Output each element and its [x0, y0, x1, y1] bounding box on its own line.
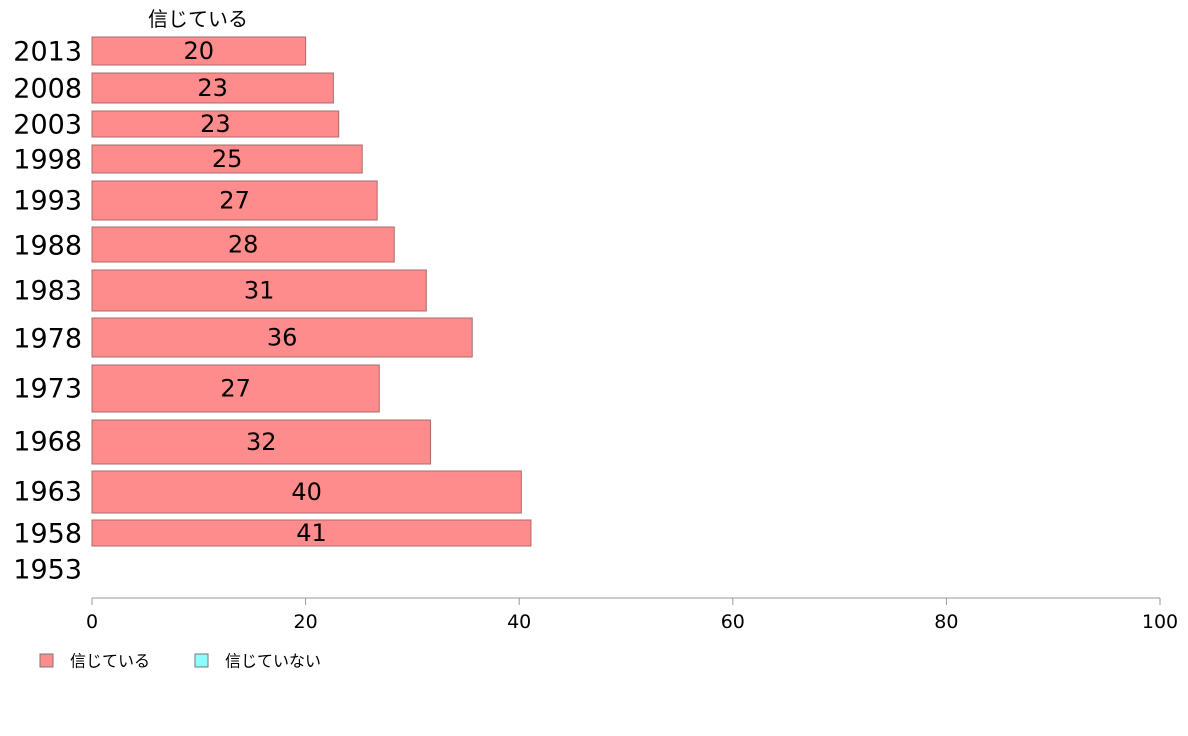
year-label: 1973	[13, 374, 82, 405]
legend-label: 信じている	[70, 652, 150, 671]
bar-value-label: 41	[296, 519, 327, 547]
year-label: 1963	[13, 477, 82, 508]
bar-value-label: 23	[200, 110, 231, 138]
year-label: 2008	[13, 74, 82, 105]
x-tick-label: 0	[86, 611, 98, 633]
x-axis: 0 20 40 60 80 100	[86, 597, 1178, 633]
bar	[91, 317, 473, 358]
bars-group: 20 23 23 25 27 28 31 36 27 32 40 41	[91, 36, 532, 547]
bar	[91, 519, 532, 547]
legend-label: 信じていない	[225, 652, 321, 671]
bar-value-label: 23	[197, 74, 228, 102]
bar	[91, 110, 340, 138]
bar-value-label: 31	[244, 277, 275, 305]
year-label: 1953	[13, 555, 82, 586]
bar	[91, 72, 334, 104]
bar-value-label: 40	[291, 478, 322, 506]
bar	[91, 269, 427, 312]
year-label: 1983	[13, 276, 82, 307]
legend-swatch	[194, 653, 209, 668]
bar-value-label: 32	[246, 428, 277, 456]
bar	[91, 144, 363, 174]
legend-swatch	[39, 653, 54, 668]
year-label: 1993	[13, 186, 82, 217]
x-tick-label: 20	[294, 611, 318, 633]
bar-value-label: 36	[267, 324, 298, 352]
bar	[91, 419, 432, 465]
bar	[91, 36, 307, 66]
year-label: 2013	[13, 37, 82, 68]
year-label: 1968	[13, 427, 82, 458]
legend: 信じている 信じていない	[39, 652, 321, 671]
year-label: 1988	[13, 231, 82, 262]
series-title: 信じている	[148, 7, 248, 31]
x-tick-label: 60	[721, 611, 745, 633]
year-label: 1998	[13, 145, 82, 176]
x-tick-label: 80	[934, 611, 958, 633]
bar	[91, 364, 380, 413]
year-label: 1958	[13, 519, 82, 550]
year-label: 2003	[13, 110, 82, 141]
year-label: 1978	[13, 324, 82, 355]
x-tick-label: 100	[1142, 611, 1178, 633]
bar-value-label: 27	[219, 187, 250, 215]
bar	[91, 470, 522, 514]
bar-value-label: 25	[212, 145, 243, 173]
bar-value-label: 27	[220, 375, 251, 403]
bar-value-label: 28	[228, 231, 259, 259]
bar-value-label: 20	[184, 37, 215, 65]
year-labels-group: 2013 2008 2003 1998 1993 1988 1983 1978 1973 1968…	[13, 37, 82, 586]
x-tick-label: 40	[507, 611, 531, 633]
bar	[91, 226, 395, 263]
bar	[91, 180, 378, 221]
